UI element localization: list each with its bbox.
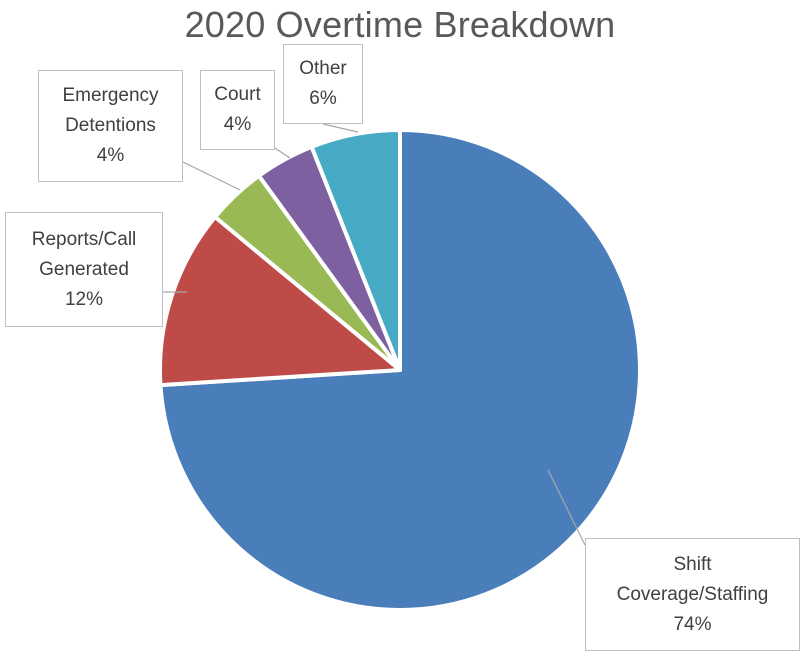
data-label-category: Generated <box>39 258 129 280</box>
leader-line-other <box>322 123 359 133</box>
chart-title: 2020 Overtime Breakdown <box>184 4 616 45</box>
data-label-category: Emergency <box>62 85 159 106</box>
data-label-value: 4% <box>223 114 252 135</box>
data-label-category: Coverage/Staffing <box>616 583 769 605</box>
leader-line-shift-coverage-staffing <box>547 469 586 546</box>
pie-slice-reports-call-generated <box>158 215 402 388</box>
data-label-value: 4% <box>96 145 125 166</box>
data-label-category: Detentions <box>65 115 156 136</box>
data-label-emergency-detentions: Emergency Detentions 4% <box>38 70 183 182</box>
data-label-value: 6% <box>309 88 337 109</box>
pie-slice-other <box>309 128 402 372</box>
data-label-category: Reports/Call <box>31 228 137 250</box>
leader-line-emergency-detentions <box>182 161 241 191</box>
data-label-reports-call-generated: Reports/Call Generated 12% <box>5 212 163 327</box>
data-label-category: Other <box>299 58 347 79</box>
leader-line-court <box>274 147 291 159</box>
data-label-other: Other 6% <box>283 44 363 124</box>
data-label-category: Court <box>214 84 261 105</box>
data-label-shift-coverage-staffing: Shift Coverage/Staffing 74% <box>585 538 800 651</box>
data-label-value: 12% <box>64 288 104 310</box>
data-label-court: Court 4% <box>200 70 275 150</box>
data-label-category: Shift <box>673 553 712 575</box>
data-label-value: 74% <box>673 613 712 635</box>
